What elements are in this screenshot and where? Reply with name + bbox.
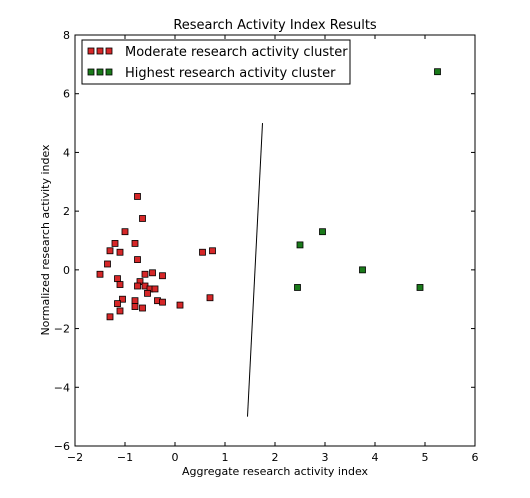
x-tick-label: 3 [322,451,329,464]
moderate-cluster-point [139,215,146,222]
moderate-cluster-point [141,270,149,278]
highest-cluster-point [319,228,326,236]
moderate-cluster-point [159,272,166,280]
moderate-cluster-point [111,240,119,247]
legend-marker [87,68,95,76]
y-tick-label: 8 [63,29,70,42]
legend-marker [87,47,95,55]
x-tick-label: −2 [67,451,83,464]
moderate-cluster-point [121,228,129,236]
moderate-cluster-point [106,247,114,255]
moderate-cluster-point [176,301,184,309]
highest-cluster-point [294,284,301,291]
data-points [96,68,441,321]
moderate-cluster-point [144,289,151,297]
moderate-cluster-point [106,313,114,321]
moderate-cluster-point [96,270,104,278]
moderate-cluster-point [116,307,124,315]
y-tick-label: 2 [63,205,70,218]
legend-marker [105,47,113,55]
moderate-cluster-point [116,248,124,256]
x-tick-label: 6 [472,451,479,464]
highest-cluster-point [416,284,424,291]
y-tick-label: 0 [63,264,70,277]
highest-cluster-point [434,68,441,76]
y-axis-label: Normalized research activity index [39,144,52,336]
legend-box [81,39,351,85]
separator-line [247,123,263,417]
y-tick-label: −6 [54,440,70,453]
x-tick-label: 2 [272,451,279,464]
moderate-cluster-point [131,240,139,247]
legend: Moderate research activity cluster Highe… [81,39,351,85]
x-tick-label: −1 [117,451,133,464]
legend-label-highest: Highest research activity cluster [125,66,336,81]
y-tick-label: 4 [63,146,70,159]
moderate-cluster-point [134,282,141,290]
moderate-cluster-point [134,193,141,200]
moderate-cluster-point [159,298,166,306]
separator-lines [247,123,263,417]
y-tick-label: −2 [54,323,70,336]
y-tick-label: 6 [63,88,70,101]
legend-marker [96,47,104,55]
moderate-cluster-point [131,297,139,305]
highest-cluster-point [296,241,304,249]
moderate-cluster-point [104,260,111,268]
legend-marker [96,68,104,76]
x-tick-label: 1 [222,451,229,464]
chart-title: Research Activity Index Results [173,18,377,33]
moderate-cluster-point [116,281,124,288]
x-tick-label: 0 [172,451,179,464]
moderate-cluster-point [114,300,121,308]
moderate-cluster-point [131,303,139,310]
legend-marker [105,68,113,76]
highest-cluster-point [359,266,366,274]
moderate-cluster-point [199,248,206,256]
moderate-cluster-point [119,295,126,303]
moderate-cluster-point [206,294,214,302]
moderate-cluster-point [209,247,216,255]
x-tick-label: 5 [422,451,429,464]
moderate-cluster-point [139,304,146,312]
moderate-cluster-point [114,275,121,283]
moderate-cluster-point [149,269,156,277]
axis-ticks: −2 −1 0 1 2 3 4 5 6 −6 −4 −2 0 2 4 6 8 [54,29,479,464]
moderate-cluster-point [151,285,159,293]
x-tick-label: 4 [372,451,379,464]
moderate-cluster-point [134,256,141,263]
x-axis-label: Aggregate research activity index [182,465,369,478]
legend-label-moderate: Moderate research activity cluster [125,45,348,60]
y-tick-label: −4 [54,381,70,394]
